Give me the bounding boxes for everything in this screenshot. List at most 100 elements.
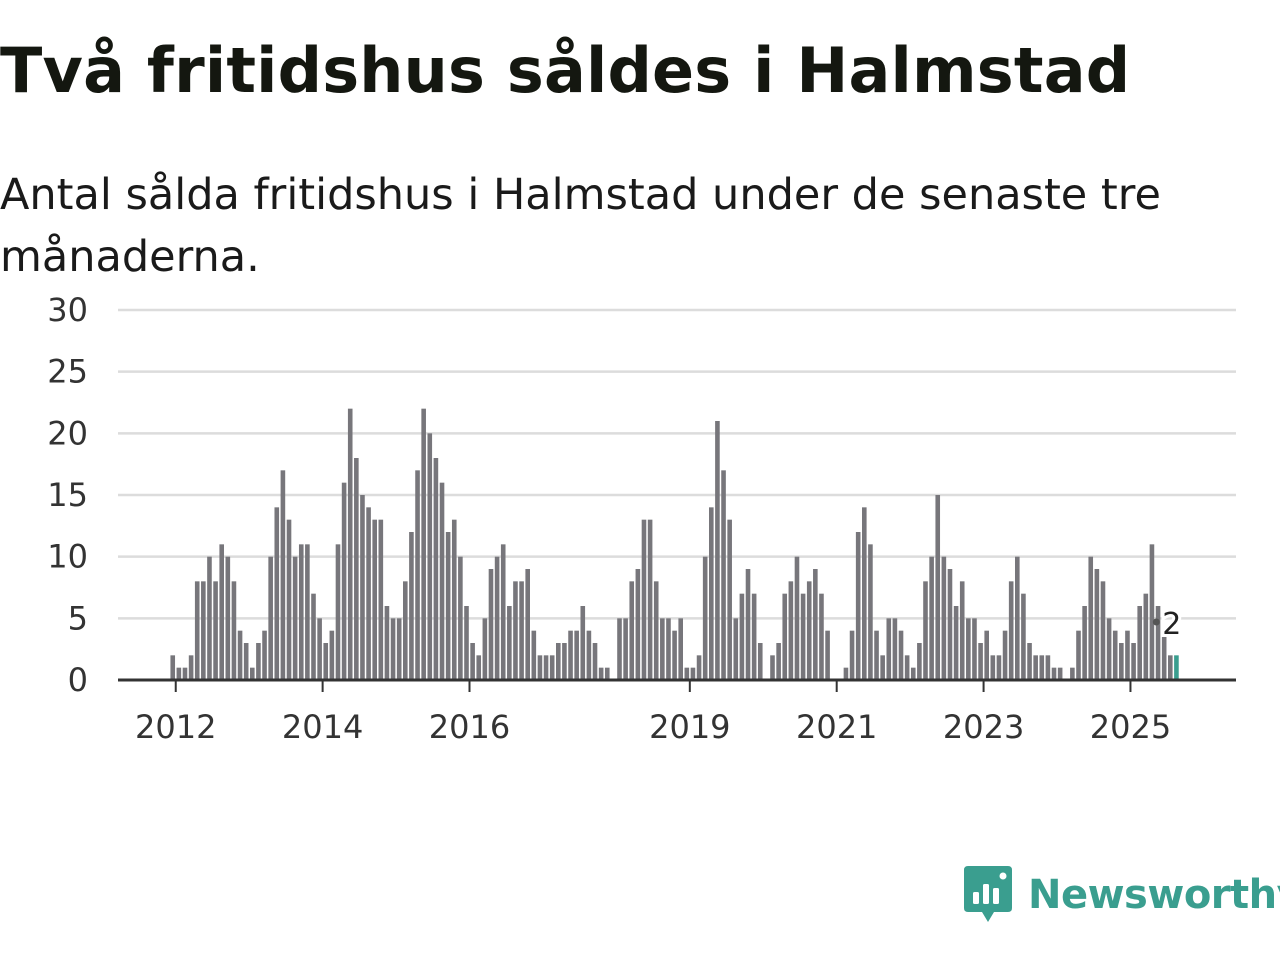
- bar: [715, 421, 720, 680]
- bar: [476, 655, 482, 680]
- bar: [617, 618, 622, 680]
- bar: [788, 581, 794, 680]
- bar: [482, 618, 488, 680]
- bar: [525, 569, 530, 680]
- bar: [959, 581, 965, 680]
- bar: [886, 618, 892, 680]
- bar: [629, 581, 635, 680]
- bar: [262, 630, 267, 680]
- bar: [684, 667, 690, 680]
- bar: [929, 556, 934, 680]
- bar: [1015, 556, 1020, 680]
- bar: [347, 408, 353, 680]
- gridlines: [118, 308, 1236, 620]
- bar: [243, 643, 249, 680]
- bar: [751, 593, 757, 680]
- bar: [305, 544, 310, 680]
- bar: [519, 581, 524, 680]
- bar: [1112, 630, 1118, 680]
- bar: [819, 593, 824, 680]
- bar: [586, 630, 592, 680]
- bar: [739, 593, 745, 680]
- bar: [231, 581, 237, 680]
- bar: [329, 630, 335, 680]
- bar: [806, 581, 812, 680]
- bar: [904, 655, 910, 680]
- bar: [372, 519, 377, 680]
- bar: [500, 544, 506, 680]
- bar: [604, 667, 610, 680]
- bar: [574, 630, 579, 680]
- bar: [256, 643, 261, 680]
- bar: [341, 482, 347, 680]
- y-tick-label: 0: [68, 661, 88, 699]
- bar: [1070, 667, 1075, 680]
- x-axis-ticks: 2012 2014 2016 2019 2021 2023 2025: [135, 680, 1171, 746]
- bar: [219, 544, 224, 680]
- bar: [966, 618, 971, 680]
- bar: [317, 618, 322, 680]
- bar: [354, 458, 359, 680]
- y-tick-label: 5: [68, 599, 88, 637]
- bar: [917, 643, 922, 680]
- bar: [427, 433, 433, 680]
- bar: [757, 643, 763, 680]
- bar: [292, 556, 298, 680]
- bar: [470, 643, 475, 680]
- bar: [892, 618, 898, 680]
- bar: [880, 655, 885, 680]
- bar: [335, 544, 341, 680]
- bar: [1082, 606, 1087, 680]
- annotation-dot: [1152, 618, 1160, 626]
- bar: [672, 630, 677, 680]
- bar: [1155, 606, 1161, 680]
- bar: [1137, 606, 1142, 680]
- x-tick-label: 2012: [135, 708, 216, 746]
- bar: [794, 556, 800, 680]
- y-tick-label: 25: [47, 353, 88, 391]
- bar: [984, 630, 989, 680]
- bar: [770, 655, 775, 680]
- bars: [170, 408, 1179, 680]
- bar: [813, 569, 818, 680]
- bar: [1106, 618, 1112, 680]
- bar: [396, 618, 402, 680]
- y-axis-ticks: 0 5 10 15 20 25 30: [47, 291, 88, 699]
- x-tick-label: 2021: [796, 708, 877, 746]
- bar: [1161, 630, 1167, 680]
- bar: [855, 532, 861, 680]
- bar: [862, 507, 867, 680]
- bar: [990, 655, 996, 680]
- bar: [1088, 556, 1094, 680]
- bar: [433, 458, 439, 680]
- brand-name: Newsworthy: [1028, 872, 1280, 918]
- bar: [1039, 655, 1045, 680]
- bar: [488, 569, 494, 680]
- bar: [910, 667, 916, 680]
- bar: [531, 630, 537, 680]
- bar: [1125, 630, 1130, 680]
- bar: [568, 630, 573, 680]
- bar: [458, 556, 463, 680]
- bar: [556, 643, 561, 680]
- x-tick-label: 2014: [282, 708, 363, 746]
- bar: [311, 593, 316, 680]
- x-tick-label: 2025: [1090, 708, 1171, 746]
- bar: [641, 519, 647, 680]
- bar: [678, 618, 683, 680]
- bar: [543, 655, 549, 680]
- bar: [1057, 667, 1063, 680]
- bar: [250, 667, 255, 680]
- bar: [800, 593, 806, 680]
- bar: [274, 507, 280, 680]
- bar: [702, 556, 708, 680]
- bar: [660, 618, 665, 680]
- annotation-label: 2: [1162, 607, 1181, 642]
- bar: [176, 667, 182, 680]
- bar: [549, 655, 555, 680]
- y-tick-label: 30: [47, 291, 88, 329]
- bar: [825, 630, 830, 680]
- x-tick-label: 2023: [943, 708, 1024, 746]
- bar: [972, 618, 977, 680]
